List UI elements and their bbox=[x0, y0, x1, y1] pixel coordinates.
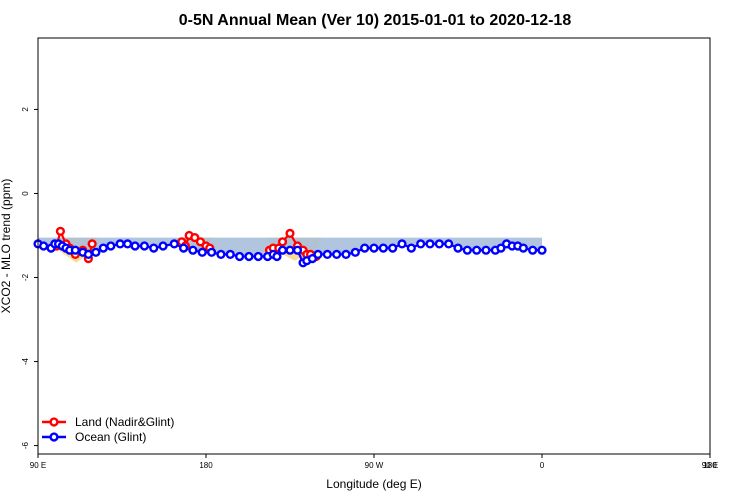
ocean-point-12 bbox=[98, 243, 108, 253]
ocean-point-29 bbox=[253, 251, 263, 262]
ocean-point-64 bbox=[528, 245, 538, 255]
ocean-point-32 bbox=[272, 251, 282, 262]
land-point-12 bbox=[195, 237, 206, 247]
ocean-point-15 bbox=[122, 239, 133, 249]
legend-marker-land bbox=[49, 417, 59, 427]
legend: Land (Nadir&Glint)Ocean (Glint) bbox=[42, 415, 174, 444]
ocean-point-50 bbox=[416, 239, 426, 249]
ocean-point-11 bbox=[91, 247, 101, 257]
y-tick-label-2: -2 bbox=[21, 273, 30, 281]
ocean-point-39 bbox=[313, 249, 323, 260]
ocean-point-47 bbox=[388, 243, 398, 253]
legend-label-land: Land (Nadir&Glint) bbox=[75, 415, 174, 429]
ocean-point-45 bbox=[369, 243, 379, 253]
x-tick-label-5: 180 bbox=[703, 461, 717, 470]
ocean-point-1 bbox=[38, 241, 49, 251]
ocean-point-63 bbox=[518, 243, 528, 253]
ocean-point-27 bbox=[235, 251, 245, 262]
ocean-point-22 bbox=[188, 245, 198, 255]
ocean-point-10 bbox=[83, 249, 94, 260]
ocean-point-41 bbox=[332, 249, 342, 260]
ocean-point-54 bbox=[453, 243, 463, 253]
ocean-point-43 bbox=[350, 247, 360, 257]
x-tick-label-4: 90 E bbox=[702, 461, 718, 470]
x-tick-label-3: 0 bbox=[540, 461, 545, 470]
x-axis-label: Longitude (deg E) bbox=[326, 477, 421, 491]
ocean-point-26 bbox=[225, 249, 235, 260]
ocean-point-35 bbox=[292, 245, 303, 255]
ocean-point-17 bbox=[139, 241, 150, 251]
ocean-point-57 bbox=[481, 245, 491, 255]
ocean-point-21 bbox=[179, 243, 189, 253]
ocean-point-24 bbox=[207, 247, 217, 257]
land-point-11 bbox=[190, 232, 200, 243]
ocean-point-53 bbox=[444, 239, 454, 249]
series-points bbox=[33, 226, 547, 268]
ocean-point-28 bbox=[244, 251, 254, 262]
x-tick-label-1: 180 bbox=[199, 461, 213, 470]
ocean-point-48 bbox=[397, 239, 407, 249]
ocean-point-65 bbox=[537, 245, 547, 255]
ocean-point-52 bbox=[434, 239, 444, 249]
ocean-point-46 bbox=[378, 243, 388, 253]
legend-marker-ocean bbox=[49, 432, 59, 442]
ocean-point-20 bbox=[169, 239, 179, 249]
chart-title: 0-5N Annual Mean (Ver 10) 2015-01-01 to … bbox=[179, 12, 572, 29]
x-tick-label-0: 90 E bbox=[30, 461, 46, 470]
ocean-point-56 bbox=[472, 245, 482, 255]
y-axis: 2 0 -2 -4 -6 bbox=[21, 107, 38, 449]
x-tick-label-2: 90 W bbox=[365, 461, 384, 470]
ocean-point-59 bbox=[496, 243, 506, 253]
ocean-point-19 bbox=[158, 241, 168, 251]
ocean-point-34 bbox=[285, 245, 295, 255]
land-point-7 bbox=[87, 239, 97, 249]
y-tick-label-0: 2 bbox=[21, 107, 30, 112]
ocean-point-18 bbox=[149, 243, 159, 253]
ocean-point-49 bbox=[406, 243, 416, 253]
ocean-point-55 bbox=[462, 245, 472, 255]
ocean-point-14 bbox=[115, 239, 125, 249]
ocean-point-16 bbox=[130, 241, 140, 251]
ocean-point-25 bbox=[216, 249, 226, 260]
land-point-18 bbox=[277, 237, 288, 247]
y-tick-label-1: 0 bbox=[21, 191, 30, 196]
y-tick-label-4: -6 bbox=[21, 441, 30, 449]
land-point-19 bbox=[285, 228, 295, 238]
ocean-point-8 bbox=[70, 245, 80, 255]
ocean-point-42 bbox=[341, 249, 351, 260]
land-point-1 bbox=[55, 226, 66, 236]
y-axis-label: XCO2 - MLO trend (ppm) bbox=[0, 179, 13, 314]
ocean-point-13 bbox=[106, 241, 116, 251]
ocean-point-33 bbox=[277, 245, 288, 255]
ocean-point-23 bbox=[197, 247, 207, 257]
ocean-point-40 bbox=[322, 249, 332, 260]
ocean-point-44 bbox=[360, 243, 370, 253]
ocean-point-38 bbox=[307, 254, 318, 264]
ocean-point-51 bbox=[425, 239, 435, 249]
legend-label-ocean: Ocean (Glint) bbox=[75, 430, 146, 444]
y-tick-label-3: -4 bbox=[21, 357, 30, 365]
